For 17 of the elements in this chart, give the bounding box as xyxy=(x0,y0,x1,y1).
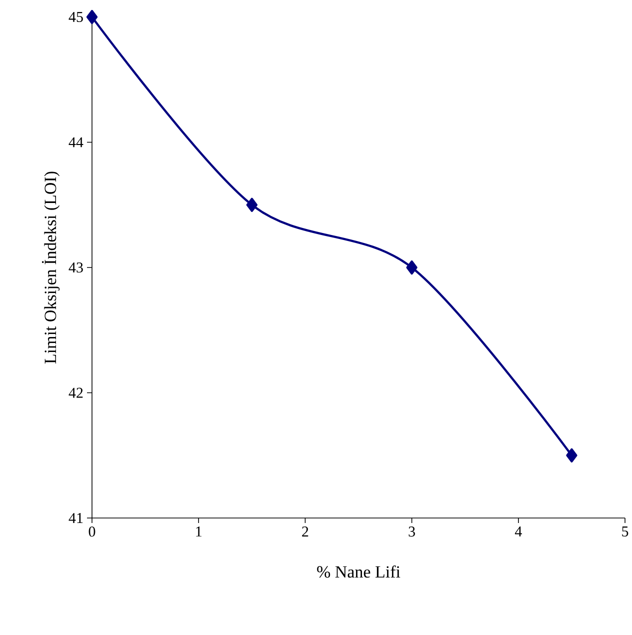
y-tick-label: 42 xyxy=(68,388,83,398)
x-tick-label: 4 xyxy=(514,526,522,536)
x-tick-label: 3 xyxy=(408,526,415,537)
y-tick-label: 44 xyxy=(68,137,84,148)
x-tick-label: 2 xyxy=(302,526,308,536)
y-tick-label: 41 xyxy=(68,513,83,523)
x-axis-title: % Nane Lifi xyxy=(317,566,400,578)
point xyxy=(406,260,418,275)
point xyxy=(86,10,98,24)
x-tick-label: 0 xyxy=(88,526,96,537)
x-tick-label: 5 xyxy=(622,526,628,536)
point xyxy=(566,448,578,462)
point xyxy=(246,198,258,212)
y-tick-label: 43 xyxy=(68,262,83,273)
x-tick-label: 1 xyxy=(196,526,202,536)
y-axis-title: Limit Oksijen İndeksi (LOI) xyxy=(42,172,60,364)
y-tick-label: 45 xyxy=(68,12,83,22)
